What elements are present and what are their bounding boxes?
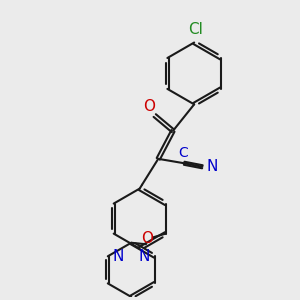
Text: N: N xyxy=(112,249,124,264)
Text: N: N xyxy=(139,249,150,264)
Text: C: C xyxy=(178,146,188,160)
Text: O: O xyxy=(141,231,153,246)
Text: Cl: Cl xyxy=(188,22,203,37)
Text: N: N xyxy=(207,159,218,174)
Text: O: O xyxy=(143,99,155,114)
